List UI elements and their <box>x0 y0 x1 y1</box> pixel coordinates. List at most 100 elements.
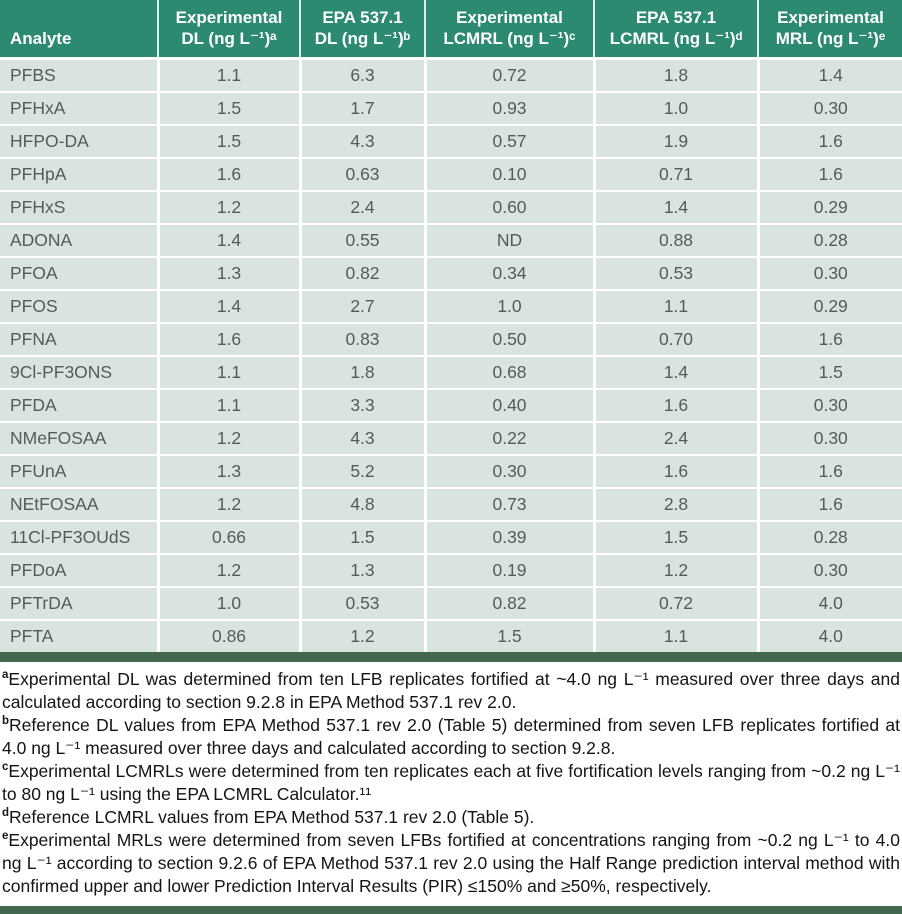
value-cell: 1.0 <box>156 586 300 620</box>
value-cell: 2.4 <box>298 190 425 224</box>
value-cell: 1.8 <box>592 57 758 92</box>
column-header-epa-dl: EPA 537.1 DL (ng L⁻¹)ᵇ <box>299 0 425 59</box>
analyte-cell: ADONA <box>0 223 158 257</box>
table-row: PFUnA 1.3 5.2 0.30 1.6 1.6 <box>0 454 902 488</box>
value-cell: 1.0 <box>592 91 758 125</box>
value-cell: 1.4 <box>592 190 758 224</box>
analyte-cell: 11Cl-PF3OUdS <box>0 520 158 554</box>
value-cell: 1.7 <box>298 91 425 125</box>
analyte-limits-table: Analyte Experimental DL (ng L⁻¹)ᵃ EPA 53… <box>0 0 902 652</box>
value-cell: 1.2 <box>298 619 425 652</box>
table-row: 11Cl-PF3OUdS 0.66 1.5 0.39 1.5 0.28 <box>0 520 902 554</box>
value-cell: 0.30 <box>756 388 902 422</box>
analyte-cell: HFPO-DA <box>0 124 158 158</box>
analyte-cell: PFBS <box>0 57 158 92</box>
header-row: Analyte Experimental DL (ng L⁻¹)ᵃ EPA 53… <box>0 0 902 59</box>
footnote-text: Experimental LCMRLs were determined from… <box>2 761 900 804</box>
value-cell: 1.6 <box>156 322 300 356</box>
header-label-line1: EPA 537.1 <box>322 8 403 27</box>
value-cell: ND <box>423 223 594 257</box>
value-cell: 1.4 <box>156 289 300 323</box>
footnote-item: bReference DL values from EPA Method 537… <box>2 714 900 760</box>
footnote-text: Experimental MRLs were determined from s… <box>2 830 900 896</box>
value-cell: 1.5 <box>423 619 594 652</box>
value-cell: 0.73 <box>423 487 594 521</box>
value-cell: 0.39 <box>423 520 594 554</box>
value-cell: 0.40 <box>423 388 594 422</box>
value-cell: 1.6 <box>756 454 902 488</box>
value-cell: 1.2 <box>156 487 300 521</box>
header-label-line1: Experimental <box>175 8 283 27</box>
analyte-cell: PFHxA <box>0 91 158 125</box>
value-cell: 0.30 <box>756 553 902 587</box>
footnote-item: aExperimental DL was determined from ten… <box>2 668 900 714</box>
value-cell: 3.3 <box>298 388 425 422</box>
column-header-experimental-dl: Experimental DL (ng L⁻¹)ᵃ <box>157 0 300 59</box>
table-row: PFHxS 1.2 2.4 0.60 1.4 0.29 <box>0 190 902 224</box>
value-cell: 1.5 <box>592 520 758 554</box>
value-cell: 1.1 <box>156 57 300 92</box>
footnote-marker: e <box>2 830 9 843</box>
value-cell: 1.5 <box>156 91 300 125</box>
value-cell: 0.72 <box>423 57 594 92</box>
footnote-marker: d <box>2 807 10 820</box>
footnotes: aExperimental DL was determined from ten… <box>0 662 902 906</box>
value-cell: 1.0 <box>423 289 594 323</box>
value-cell: 4.3 <box>298 421 425 455</box>
value-cell: 0.34 <box>423 256 594 290</box>
value-cell: 0.50 <box>423 322 594 356</box>
analyte-cell: PFOA <box>0 256 158 290</box>
value-cell: 0.57 <box>423 124 594 158</box>
analyte-cell: PFDA <box>0 388 158 422</box>
analyte-cell: NMeFOSAA <box>0 421 158 455</box>
value-cell: 1.1 <box>592 289 758 323</box>
footnote-marker: a <box>2 669 9 682</box>
header-label-line2: MRL (ng L⁻¹)ᵉ <box>775 29 886 48</box>
value-cell: 1.1 <box>156 355 300 389</box>
value-cell: 1.6 <box>756 322 902 356</box>
value-cell: 0.28 <box>756 520 902 554</box>
column-header-experimental-mrl: Experimental MRL (ng L⁻¹)ᵉ <box>757 0 902 59</box>
value-cell: 1.6 <box>756 157 902 191</box>
analyte-cell: PFNA <box>0 322 158 356</box>
value-cell: 0.88 <box>592 223 758 257</box>
value-cell: 0.72 <box>592 586 758 620</box>
value-cell: 1.4 <box>156 223 300 257</box>
value-cell: 1.5 <box>156 124 300 158</box>
table-row: PFHpA 1.6 0.63 0.10 0.71 1.6 <box>0 157 902 191</box>
table-row: PFDA 1.1 3.3 0.40 1.6 0.30 <box>0 388 902 422</box>
header-label-line1: Experimental <box>456 8 563 27</box>
value-cell: 0.30 <box>756 256 902 290</box>
value-cell: 0.55 <box>298 223 425 257</box>
header-label: Analyte <box>10 29 72 48</box>
value-cell: 4.0 <box>756 586 902 620</box>
table-row: PFOS 1.4 2.7 1.0 1.1 0.29 <box>0 289 902 323</box>
table-header: Analyte Experimental DL (ng L⁻¹)ᵃ EPA 53… <box>0 0 902 59</box>
value-cell: 4.3 <box>298 124 425 158</box>
value-cell: 0.29 <box>756 289 902 323</box>
analyte-cell: PFTA <box>0 619 158 652</box>
value-cell: 2.7 <box>298 289 425 323</box>
header-label-line1: Experimental <box>777 8 884 27</box>
value-cell: 1.6 <box>592 388 758 422</box>
table-row: PFHxA 1.5 1.7 0.93 1.0 0.30 <box>0 91 902 125</box>
table-row: HFPO-DA 1.5 4.3 0.57 1.9 1.6 <box>0 124 902 158</box>
footnote-text: Reference DL values from EPA Method 537.… <box>2 715 900 758</box>
table-body: PFBS 1.1 6.3 0.72 1.8 1.4 PFHxA 1.5 1.7 0.93 1.0 0.… <box>0 57 902 652</box>
analyte-cell: PFHpA <box>0 157 158 191</box>
value-cell: 0.53 <box>298 586 425 620</box>
value-cell: 0.29 <box>756 190 902 224</box>
analyte-cell: 9Cl-PF3ONS <box>0 355 158 389</box>
value-cell: 0.60 <box>423 190 594 224</box>
bottom-bar <box>0 906 902 914</box>
value-cell: 1.5 <box>298 520 425 554</box>
value-cell: 0.63 <box>298 157 425 191</box>
table-row: 9Cl-PF3ONS 1.1 1.8 0.68 1.4 1.5 <box>0 355 902 389</box>
analyte-cell: PFDoA <box>0 553 158 587</box>
value-cell: 1.3 <box>156 454 300 488</box>
footnote-item: dReference LCMRL values from EPA Method … <box>2 806 900 829</box>
table-row: PFTA 0.86 1.2 1.5 1.1 4.0 <box>0 619 902 652</box>
header-label-line2: LCMRL (ng L⁻¹)ᶜ <box>443 29 576 48</box>
table-row: PFOA 1.3 0.82 0.34 0.53 0.30 <box>0 256 902 290</box>
value-cell: 1.9 <box>592 124 758 158</box>
